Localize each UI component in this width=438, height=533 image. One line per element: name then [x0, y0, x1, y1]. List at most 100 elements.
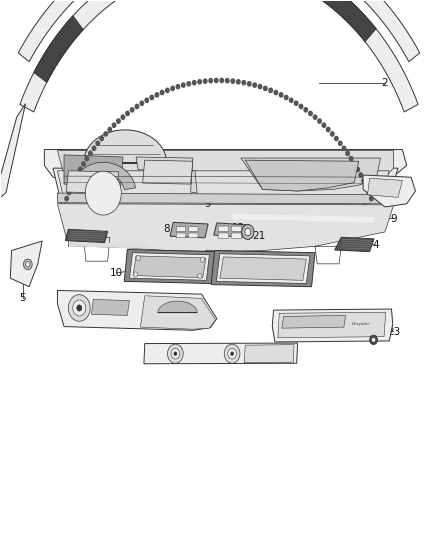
Circle shape — [150, 95, 154, 100]
Circle shape — [313, 115, 317, 119]
Circle shape — [77, 305, 82, 311]
Circle shape — [362, 179, 365, 183]
Circle shape — [242, 80, 246, 85]
Polygon shape — [363, 175, 416, 207]
Circle shape — [78, 167, 82, 172]
Polygon shape — [18, 0, 420, 62]
Polygon shape — [245, 160, 359, 191]
Circle shape — [279, 93, 283, 97]
Circle shape — [121, 115, 125, 119]
Polygon shape — [158, 301, 197, 313]
Circle shape — [335, 136, 338, 141]
Circle shape — [134, 272, 138, 277]
Circle shape — [70, 184, 74, 189]
Circle shape — [198, 79, 201, 84]
Polygon shape — [144, 343, 297, 364]
Polygon shape — [141, 296, 215, 329]
Circle shape — [23, 259, 32, 270]
Circle shape — [85, 157, 88, 160]
Text: 4: 4 — [80, 230, 87, 240]
Polygon shape — [0, 103, 25, 204]
Polygon shape — [130, 253, 209, 280]
Circle shape — [258, 85, 262, 89]
Circle shape — [356, 167, 360, 172]
Circle shape — [326, 127, 330, 132]
Circle shape — [230, 352, 234, 356]
Circle shape — [318, 119, 321, 123]
Circle shape — [135, 104, 139, 109]
Circle shape — [231, 79, 235, 83]
Polygon shape — [133, 256, 206, 278]
Text: 11: 11 — [68, 308, 81, 318]
Circle shape — [359, 173, 363, 177]
Text: 13: 13 — [297, 271, 311, 281]
Polygon shape — [71, 163, 135, 190]
Circle shape — [209, 78, 212, 83]
Text: 5: 5 — [19, 293, 26, 303]
Circle shape — [182, 83, 185, 87]
Circle shape — [350, 157, 353, 160]
Text: 4: 4 — [373, 240, 379, 250]
Circle shape — [126, 111, 129, 116]
Polygon shape — [282, 316, 346, 328]
Circle shape — [25, 262, 30, 267]
Circle shape — [228, 349, 237, 359]
Circle shape — [65, 197, 68, 201]
Polygon shape — [57, 151, 394, 192]
Circle shape — [322, 123, 326, 127]
Text: 7: 7 — [80, 238, 87, 247]
Circle shape — [112, 123, 116, 127]
Circle shape — [104, 132, 107, 136]
Polygon shape — [321, 0, 376, 42]
Circle shape — [294, 101, 298, 106]
Circle shape — [140, 101, 144, 106]
Circle shape — [242, 224, 254, 239]
Circle shape — [171, 86, 174, 91]
Circle shape — [264, 86, 267, 91]
FancyBboxPatch shape — [188, 233, 198, 238]
Circle shape — [370, 197, 373, 201]
Polygon shape — [214, 223, 250, 237]
Circle shape — [176, 85, 180, 89]
Circle shape — [117, 119, 120, 123]
Circle shape — [237, 79, 240, 84]
Polygon shape — [143, 160, 193, 184]
Circle shape — [92, 146, 96, 150]
Circle shape — [299, 104, 303, 109]
Circle shape — [136, 255, 141, 261]
Polygon shape — [20, 0, 418, 112]
Text: 10: 10 — [110, 268, 123, 278]
Polygon shape — [57, 290, 217, 330]
Text: 9: 9 — [390, 214, 397, 224]
Circle shape — [160, 91, 164, 95]
Polygon shape — [84, 130, 166, 163]
Circle shape — [353, 162, 356, 166]
Circle shape — [200, 257, 205, 262]
Circle shape — [253, 83, 256, 87]
Polygon shape — [170, 222, 208, 238]
Circle shape — [73, 300, 86, 316]
Circle shape — [290, 98, 293, 102]
Circle shape — [173, 352, 177, 356]
Circle shape — [73, 179, 76, 183]
FancyBboxPatch shape — [176, 227, 186, 231]
Text: 2: 2 — [381, 78, 388, 88]
Circle shape — [167, 344, 183, 364]
Circle shape — [370, 335, 378, 345]
Circle shape — [331, 132, 334, 136]
Text: 12: 12 — [232, 223, 245, 233]
Circle shape — [100, 136, 103, 141]
Circle shape — [367, 190, 371, 195]
Polygon shape — [34, 16, 83, 82]
Circle shape — [372, 338, 375, 342]
Circle shape — [96, 141, 99, 146]
Polygon shape — [92, 300, 130, 316]
Polygon shape — [272, 309, 393, 342]
Circle shape — [187, 82, 191, 86]
Circle shape — [88, 151, 92, 156]
Circle shape — [85, 171, 121, 215]
Polygon shape — [57, 193, 394, 204]
Polygon shape — [53, 168, 398, 221]
Circle shape — [364, 184, 368, 189]
Circle shape — [155, 93, 159, 97]
